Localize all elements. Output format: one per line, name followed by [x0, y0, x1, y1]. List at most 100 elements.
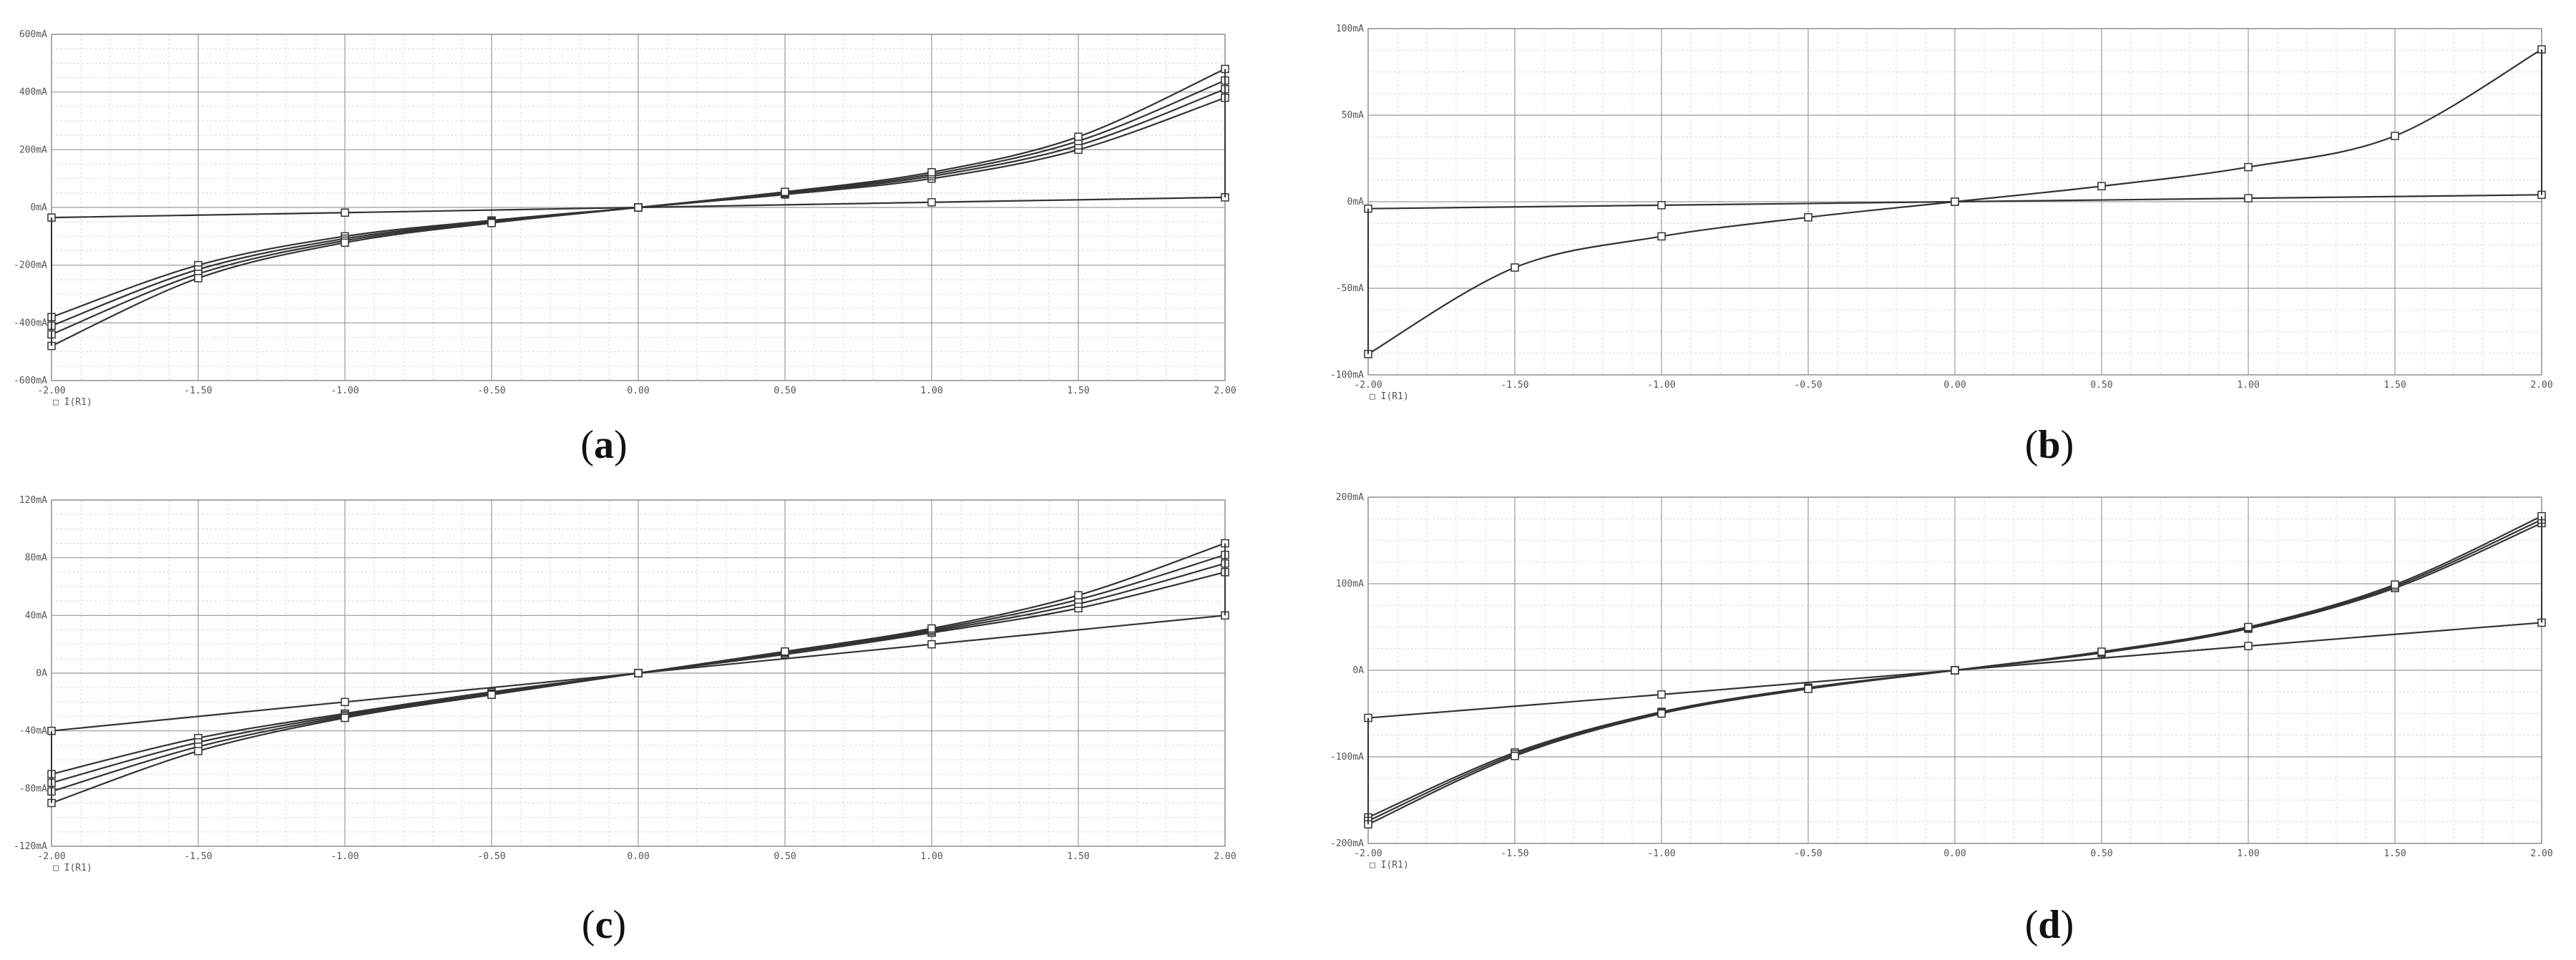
y-tick-label: -50mA	[1336, 283, 1364, 294]
x-tick-label: -1.00	[331, 851, 358, 862]
x-tick-label: 1.00	[920, 386, 942, 396]
y-tick-label: -120mA	[14, 841, 47, 852]
series-marker	[1657, 201, 1666, 210]
series-marker	[341, 697, 349, 707]
x-tick-label: 0.00	[1943, 848, 1966, 859]
x-tick-label: -2.00	[37, 851, 65, 862]
y-tick-label: 120mA	[19, 495, 47, 506]
x-tick-label: 0.00	[1943, 380, 1966, 391]
x-tick-label: 0.50	[2090, 380, 2112, 391]
series-marker	[927, 624, 936, 633]
x-tick-label: -2.00	[1354, 848, 1382, 859]
legend-label: □ I(R1)	[53, 397, 92, 408]
series-marker	[341, 713, 349, 723]
y-tick-label: 200mA	[1336, 492, 1364, 503]
y-tick-label: 40mA	[25, 610, 47, 621]
series-marker	[341, 238, 349, 247]
legend-label: □ I(R1)	[53, 863, 92, 873]
x-tick-label: -1.00	[1647, 848, 1675, 859]
series-marker	[1074, 591, 1083, 599]
x-tick-label: 0.00	[627, 851, 649, 862]
series-marker	[1657, 232, 1666, 241]
y-tick-label: -40mA	[19, 726, 47, 737]
x-tick-label: 1.00	[2237, 380, 2259, 391]
caption-c: (c)	[581, 903, 627, 947]
chart-panel-b: -2.00 -1.50 -1.00 -0.50 0.00 0.50 1.00 1.50 2.00…	[1288, 0, 2576, 480]
x-tick-label: 1.50	[2384, 380, 2406, 391]
chart-d-svg: -2.00 -1.50 -1.00 -0.50 0.00 0.50 1.00 1.50 2.00…	[1330, 492, 2553, 871]
series-marker	[1074, 132, 1083, 141]
x-tick-label: -2.00	[37, 386, 65, 396]
y-tick-label: -80mA	[19, 783, 47, 794]
caption-b: (b)	[2024, 423, 2074, 467]
y-tick-label: 50mA	[1342, 110, 1364, 121]
series-marker	[2391, 132, 2399, 140]
chart-c-svg: -2.00 -1.50 -1.00 -0.50 0.00 0.50 1.00 1.50 2.00…	[14, 495, 1236, 873]
y-tick-label: -100mA	[1330, 752, 1364, 763]
x-tick-label: 1.00	[2237, 848, 2259, 859]
x-tick-label: -1.00	[331, 386, 358, 396]
series-marker	[1951, 666, 1959, 675]
y-tick-label: 100mA	[1336, 579, 1364, 589]
y-tick-label: 400mA	[19, 87, 47, 98]
x-tick-label: -1.50	[184, 851, 212, 862]
x-tick-label: -2.00	[1354, 380, 1382, 391]
x-tick-label: 0.50	[2090, 848, 2112, 859]
y-tick-label: -200mA	[14, 260, 47, 271]
series-marker	[1657, 709, 1666, 718]
y-tick-label: 0A	[1352, 665, 1364, 676]
x-tick-label: -1.50	[1501, 848, 1528, 859]
series-marker	[2097, 647, 2106, 656]
series-marker	[781, 187, 789, 196]
y-tick-label: -400mA	[14, 318, 47, 328]
x-tick-label: 0.50	[774, 851, 796, 862]
x-tick-label: 1.50	[1067, 851, 1089, 862]
series-marker	[2244, 162, 2253, 172]
chart-panel-a: -2.00 -1.50 -1.00 -0.50 0.00 0.50 1.00 1.50 2.00…	[0, 0, 1288, 480]
x-tick-label: 2.00	[2530, 380, 2552, 391]
y-tick-label: 80mA	[25, 553, 47, 564]
x-tick-label: -1.00	[1647, 380, 1675, 391]
x-tick-label: -1.50	[184, 386, 212, 396]
x-tick-label: 0.00	[627, 386, 649, 396]
x-tick-label: -0.50	[477, 851, 505, 862]
y-tick-label: 0A	[36, 668, 47, 679]
series-marker	[487, 219, 496, 227]
y-tick-label: -200mA	[1330, 838, 1364, 849]
chart-b-svg: -2.00 -1.50 -1.00 -0.50 0.00 0.50 1.00 1.50 2.00…	[1330, 24, 2553, 402]
x-tick-label: 2.00	[1214, 851, 1236, 862]
caption-a: (a)	[580, 423, 628, 467]
series-marker	[2391, 580, 2399, 589]
series-marker	[2244, 642, 2253, 650]
x-tick-label: 2.00	[1214, 386, 1236, 396]
series-marker	[1804, 213, 1813, 222]
caption-d: (d)	[2024, 903, 2074, 947]
series-marker	[194, 274, 203, 283]
series-marker	[341, 208, 349, 217]
y-tick-label: 600mA	[19, 29, 47, 40]
y-tick-label: 200mA	[19, 145, 47, 155]
x-tick-label: 2.00	[2530, 848, 2552, 859]
legend-label: □ I(R1)	[1370, 860, 1409, 871]
series-marker	[194, 747, 203, 755]
series-marker	[927, 197, 936, 207]
series-marker	[2097, 182, 2106, 190]
series-marker	[2244, 194, 2253, 202]
y-tick-label: -600mA	[14, 376, 47, 386]
y-tick-label: 100mA	[1336, 24, 1364, 34]
chart-panel-d: -2.00 -1.50 -1.00 -0.50 0.00 0.50 1.00 1.50 2.00…	[1288, 480, 2576, 960]
y-tick-label: -100mA	[1330, 370, 1364, 381]
legend-label: □ I(R1)	[1370, 391, 1409, 402]
x-tick-label: 1.50	[1067, 386, 1089, 396]
series-marker	[927, 640, 936, 649]
x-tick-label: 1.00	[920, 851, 942, 862]
y-tick-label: 0mA	[31, 202, 48, 213]
series-marker	[781, 647, 789, 656]
x-tick-label: 1.50	[2384, 848, 2406, 859]
y-tick-label: 0mA	[1347, 197, 1365, 207]
series-marker	[927, 168, 936, 177]
x-tick-label: -0.50	[1794, 848, 1822, 859]
series-marker	[487, 690, 496, 699]
x-tick-label: -0.50	[1794, 380, 1822, 391]
x-tick-label: -0.50	[477, 386, 505, 396]
